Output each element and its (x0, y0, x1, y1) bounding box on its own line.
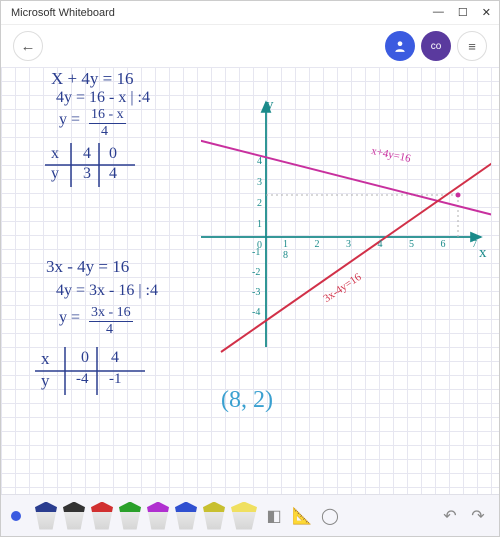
pen-blue2[interactable] (175, 502, 197, 530)
eq2-frac-bot: 4 (106, 322, 113, 338)
pen-black[interactable] (63, 502, 85, 530)
pen-red[interactable] (91, 502, 113, 530)
window-title: Microsoft Whiteboard (11, 7, 115, 19)
coordinate-graph (201, 97, 491, 357)
bottom-toolbar: ◧ 📐 ◯ ↶ ↷ (1, 494, 499, 536)
pen-blue[interactable] (35, 502, 57, 530)
ruler-icon[interactable]: 📐 (291, 505, 313, 527)
lasso-icon[interactable]: ◯ (319, 505, 341, 527)
table1-lines (45, 143, 135, 187)
eq1-frac-bot: 4 (101, 124, 108, 140)
pen-purple[interactable] (147, 502, 169, 530)
y-axis-label: y (266, 97, 274, 114)
minimize-button[interactable]: — (433, 6, 444, 19)
eq1-line1: X + 4y = 16 (51, 69, 133, 89)
table2-lines (35, 347, 145, 395)
eq1-line3a: y = (59, 111, 80, 129)
undo-button[interactable]: ↶ (439, 505, 461, 527)
top-toolbar: ← co ≡ (1, 25, 499, 67)
eq1-frac-top: 16 - x (89, 107, 126, 124)
y-ticks-pos: 43210 (257, 151, 262, 256)
answer: (8, 2) (221, 387, 273, 414)
y-ticks-neg: -1-2-3-4 (252, 243, 260, 323)
eq2-line1: 3x - 4y = 16 (46, 257, 129, 277)
window-controls: — ☐ ✕ (433, 6, 491, 19)
menu-button[interactable]: ≡ (457, 31, 487, 61)
close-button[interactable]: ✕ (482, 6, 491, 19)
active-ink-indicator[interactable] (11, 511, 21, 521)
eq1-line2: 4y = 16 - x | :4 (56, 89, 150, 107)
eq2-frac-top: 3x - 16 (89, 305, 133, 322)
user-icon[interactable] (385, 31, 415, 61)
back-button[interactable]: ← (13, 31, 43, 61)
eq2-line2: 4y = 3x - 16 | :4 (56, 282, 158, 300)
x-ticks: 1 2 3 4 5 6 7 8 (283, 239, 499, 261)
pen-yellow[interactable] (203, 502, 225, 530)
titlebar: Microsoft Whiteboard — ☐ ✕ (1, 1, 499, 25)
eraser-icon[interactable]: ◧ (263, 505, 285, 527)
highlighter[interactable] (231, 502, 257, 530)
whiteboard-canvas[interactable]: X + 4y = 16 4y = 16 - x | :4 y = 16 - x … (1, 67, 499, 494)
eq2-line3a: y = (59, 309, 80, 327)
collaborate-button[interactable]: co (421, 31, 451, 61)
pen-green[interactable] (119, 502, 141, 530)
maximize-button[interactable]: ☐ (458, 6, 468, 19)
redo-button[interactable]: ↷ (467, 505, 489, 527)
